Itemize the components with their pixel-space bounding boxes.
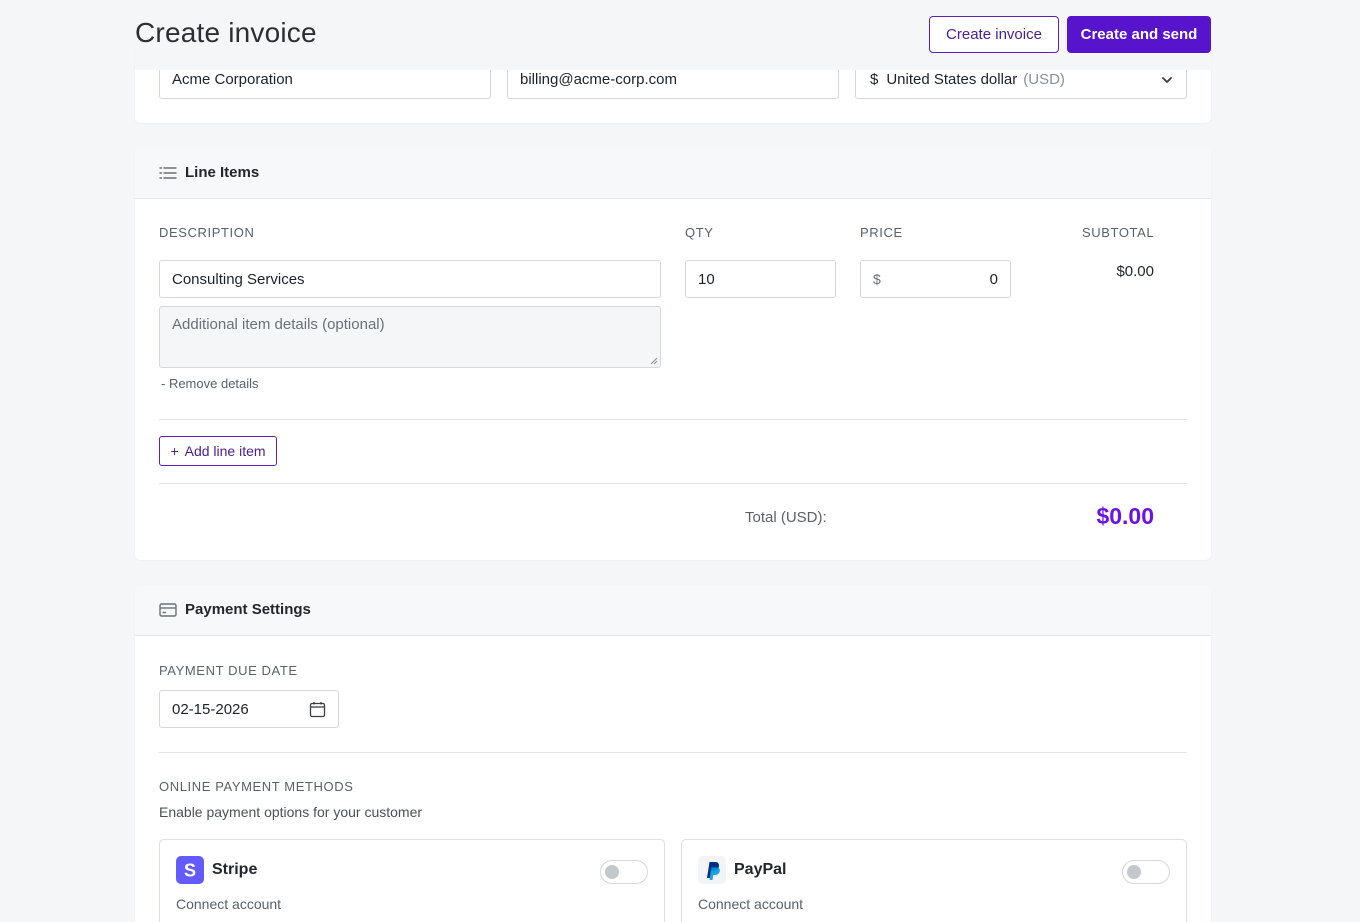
calendar-icon[interactable] (309, 701, 326, 718)
column-subtotal: SUBTOTAL (1082, 225, 1155, 240)
payment-settings-card: Payment Settings PAYMENT DUE DATE 02-15-… (135, 585, 1211, 922)
divider (159, 419, 1187, 420)
line-items-title: Line Items (185, 164, 260, 181)
stripe-method-card: S Stripe Connect account (159, 839, 665, 922)
create-and-send-button[interactable]: Create and send (1067, 16, 1211, 53)
currency-symbol: $ (870, 71, 879, 88)
line-items-card: Line Items DESCRIPTION QTY PRICE SUBTOTA… (135, 148, 1211, 560)
chevron-down-icon (1162, 77, 1172, 83)
details-placeholder: Additional item details (optional) (172, 316, 385, 333)
paypal-name: PayPal (734, 861, 787, 878)
payment-settings-title: Payment Settings (185, 601, 311, 618)
paypal-toggle[interactable] (1122, 860, 1170, 884)
stripe-connect-account[interactable]: Connect account (176, 896, 282, 912)
line-items-header: Line Items (135, 148, 1211, 199)
stripe-toggle[interactable] (600, 860, 648, 884)
due-date-value: 02-15-2026 (172, 700, 249, 718)
total-value: $0.00 (1096, 503, 1154, 529)
payment-methods-label: ONLINE PAYMENT METHODS (159, 779, 354, 794)
item-price-input[interactable]: $ 0 (860, 260, 1011, 298)
currency-name: United States dollar (886, 71, 1018, 88)
divider (159, 752, 1187, 753)
payment-methods-subtitle: Enable payment options for your customer (159, 804, 423, 820)
toggle-knob (1127, 865, 1141, 879)
add-line-item-button[interactable]: + Add line item (159, 436, 277, 466)
column-qty: QTY (685, 225, 714, 240)
remove-details-link[interactable]: - Remove details (161, 376, 259, 391)
item-qty-input[interactable]: 10 (685, 260, 836, 298)
paypal-connect-account[interactable]: Connect account (698, 896, 804, 912)
due-date-label: PAYMENT DUE DATE (159, 663, 298, 678)
column-price: PRICE (860, 225, 903, 240)
item-description-input[interactable]: Consulting Services (159, 260, 661, 298)
item-subtotal: $0.00 (1116, 263, 1154, 280)
stripe-logo-icon: S (176, 856, 204, 884)
divider (159, 483, 1187, 484)
currency-code: (USD) (1023, 71, 1065, 88)
price-value: 0 (989, 270, 998, 288)
credit-card-icon (159, 603, 177, 617)
due-date-input[interactable]: 02-15-2026 (159, 690, 339, 728)
plus-icon: + (170, 443, 179, 459)
page-title: Create invoice (135, 17, 317, 48)
stripe-name: Stripe (212, 861, 258, 878)
item-details-textarea[interactable]: Additional item details (optional) (159, 306, 661, 368)
payment-settings-header: Payment Settings (135, 585, 1211, 636)
create-invoice-button[interactable]: Create invoice (929, 16, 1059, 53)
add-line-item-label: Add line item (184, 443, 266, 459)
price-currency-symbol: $ (873, 271, 881, 287)
total-label: Total (USD): (745, 509, 827, 526)
list-icon (159, 167, 177, 179)
paypal-method-card: PayPal Connect account (681, 839, 1187, 922)
page-header: Create invoice Create invoice Create and… (135, 0, 1211, 70)
resize-grip-icon[interactable] (650, 357, 658, 365)
column-description: DESCRIPTION (159, 225, 255, 240)
stripe-logo-letter: S (184, 861, 196, 881)
paypal-logo-icon (698, 856, 726, 884)
toggle-knob (605, 865, 619, 879)
